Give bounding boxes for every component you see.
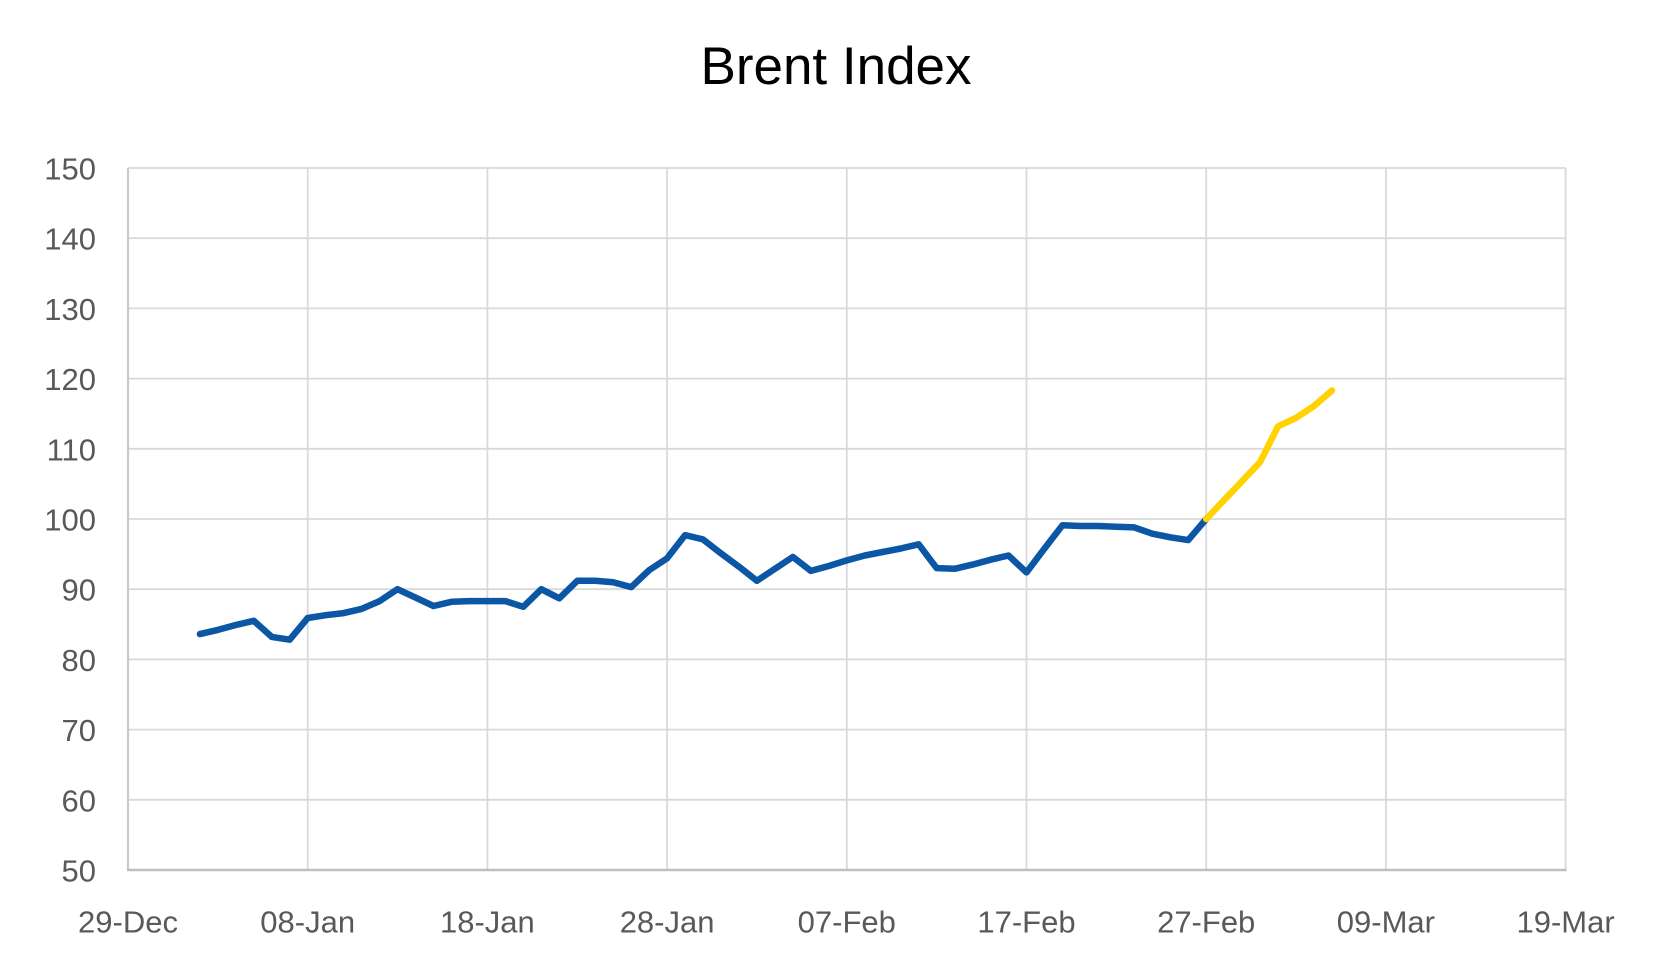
- x-tick-label: 18-Jan: [440, 905, 535, 940]
- y-tick-label: 140: [44, 222, 96, 257]
- x-tick-label: 09-Mar: [1337, 905, 1435, 940]
- y-tick-label: 150: [44, 152, 96, 187]
- y-tick-label: 50: [62, 854, 96, 889]
- x-tick-label: 27-Feb: [1157, 905, 1255, 940]
- y-tick-label: 70: [62, 713, 96, 748]
- chart-title: Brent Index: [700, 37, 971, 96]
- y-tick-label: 60: [62, 783, 96, 818]
- y-tick-label: 90: [62, 573, 96, 608]
- series-layer: [196, 387, 1336, 643]
- series-line-highlight: [1202, 387, 1336, 523]
- axis-layer: [126, 168, 1567, 872]
- grid-layer: [128, 167, 1567, 870]
- x-tick-label: 08-Jan: [260, 905, 355, 940]
- y-tick-label: 110: [47, 432, 96, 467]
- x-tick-label: 28-Jan: [620, 905, 715, 940]
- x-tick-label: 29-Dec: [78, 905, 178, 940]
- x-tick-label: 19-Mar: [1516, 905, 1614, 940]
- x-tick-label: 17-Feb: [977, 905, 1075, 940]
- y-tick-label: 120: [44, 362, 96, 397]
- y-tick-label: 130: [44, 292, 96, 327]
- series-line-main: [196, 515, 1210, 643]
- x-tick-label: 07-Feb: [798, 905, 896, 940]
- y-tick-label: 80: [62, 643, 96, 678]
- axis-labels: 150 140 130 120 110 100 90 80 70 60 50 29-Dec 08-Jan…: [44, 152, 1614, 940]
- y-tick-label: 100: [44, 503, 96, 538]
